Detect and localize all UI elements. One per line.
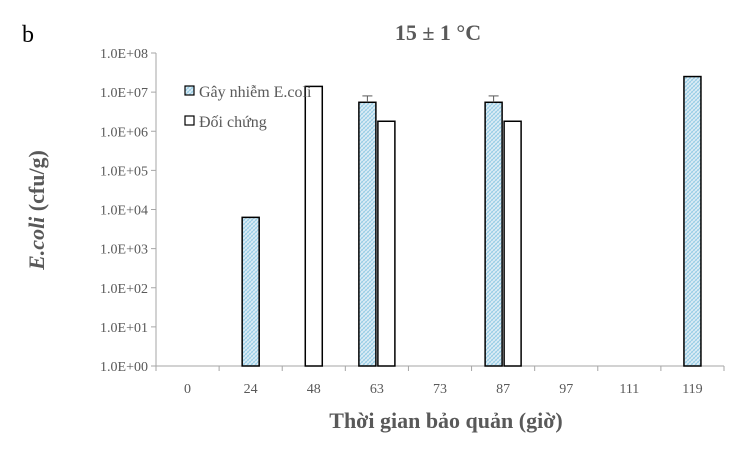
- y-tick-label: 1.0E+00: [100, 360, 148, 375]
- panel-label: b: [22, 22, 34, 48]
- bar-control: [377, 120, 396, 367]
- y-tick-label: 1.0E+03: [100, 243, 148, 258]
- bar-infected: [484, 101, 503, 367]
- bar-infected: [358, 101, 377, 367]
- chart-title: 15 ± 1 °C: [395, 20, 481, 45]
- y-tick-label: 1.0E+06: [100, 125, 148, 140]
- bar-control: [503, 120, 522, 367]
- y-tick-label: 1.0E+02: [100, 282, 148, 297]
- legend-swatch-control: [184, 115, 195, 126]
- y-tick-label: 1.0E+07: [100, 86, 148, 101]
- bar-infected: [683, 75, 702, 367]
- bar-infected: [241, 216, 260, 367]
- legend-swatch-infected: [184, 85, 195, 96]
- bar-control: [304, 85, 324, 367]
- bars: [241, 75, 702, 367]
- x-tick-label: 63: [370, 382, 384, 397]
- x-tick-label: 0: [184, 382, 191, 397]
- legend-label-control: Đối chứng: [199, 114, 267, 131]
- x-tick-label: 48: [307, 382, 321, 397]
- x-axis-title: Thời gian bảo quản (giờ): [329, 408, 562, 433]
- x-tick-label: 24: [244, 382, 258, 397]
- legend: Gây nhiễm E.coli Đối chứng: [184, 84, 312, 131]
- x-tick-label: 111: [619, 382, 639, 397]
- y-axis-title-italic: E.coli: [24, 216, 49, 271]
- x-tick-label: 87: [496, 382, 510, 397]
- legend-label-infected: Gây nhiễm E.coli: [199, 84, 312, 101]
- x-tick-label: 97: [559, 382, 573, 397]
- y-tick-label: 1.0E+01: [100, 321, 148, 336]
- x-tick-label: 73: [433, 382, 447, 397]
- y-axis-title: E.coli (cfu/g): [24, 150, 49, 271]
- tick-labels: 1.0E+00 1.0E+01 1.0E+02 1.0E+03 1.0E+04 1.0E+…: [100, 47, 703, 397]
- x-tick-label: 119: [682, 382, 702, 397]
- y-tick-label: 1.0E+08: [100, 47, 148, 62]
- y-axis-title-rest: (cfu/g): [24, 150, 49, 217]
- y-tick-label: 1.0E+05: [100, 164, 148, 179]
- y-tick-label: 1.0E+04: [100, 204, 148, 219]
